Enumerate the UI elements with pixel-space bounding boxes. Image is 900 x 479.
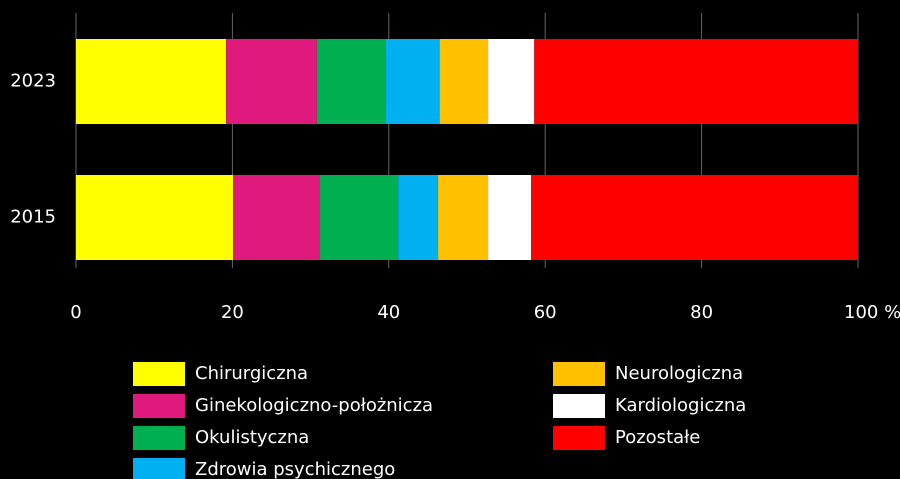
bar-segment: [531, 175, 858, 260]
bar-segment: [488, 39, 535, 124]
bar-segment: [319, 175, 399, 260]
bar-segment: [488, 175, 532, 260]
bar-segment: [76, 175, 234, 260]
bar-segment: [438, 175, 489, 260]
legend-swatch: [133, 362, 185, 386]
legend-label: Pozostałe: [615, 427, 700, 448]
bar-segment: [398, 175, 439, 260]
legend-label: Kardiologiczna: [615, 395, 746, 416]
x-tick-label: 0: [70, 302, 81, 323]
bar-segment: [233, 175, 320, 260]
legend-label: Okulistyczna: [195, 427, 309, 448]
x-tick-label: 20: [221, 302, 244, 323]
bar-segment: [439, 39, 489, 124]
legend-swatch: [133, 426, 185, 450]
legend-label: Ginekologiczno-położnicza: [195, 395, 433, 416]
bar-segment: [534, 39, 858, 124]
legend-swatch: [553, 362, 605, 386]
y-tick-label: 2023: [10, 71, 56, 92]
x-tick-label: 80: [690, 302, 713, 323]
legend-swatch: [553, 426, 605, 450]
y-tick-label: 2015: [10, 207, 56, 228]
legend-swatch: [553, 394, 605, 418]
legend-label: Neurologiczna: [615, 363, 743, 384]
bar-segment: [385, 39, 440, 124]
bar-segment: [226, 39, 317, 124]
legend-label: Zdrowia psychicznego: [195, 459, 395, 479]
bar-segment: [76, 39, 227, 124]
x-tick-label: 60: [534, 302, 557, 323]
x-tick-label: 40: [377, 302, 400, 323]
bar-segment: [316, 39, 386, 124]
legend-swatch: [133, 458, 185, 479]
x-tick-label: 100 %: [844, 302, 900, 323]
legend-swatch: [133, 394, 185, 418]
legend-label: Chirurgiczna: [195, 363, 308, 384]
